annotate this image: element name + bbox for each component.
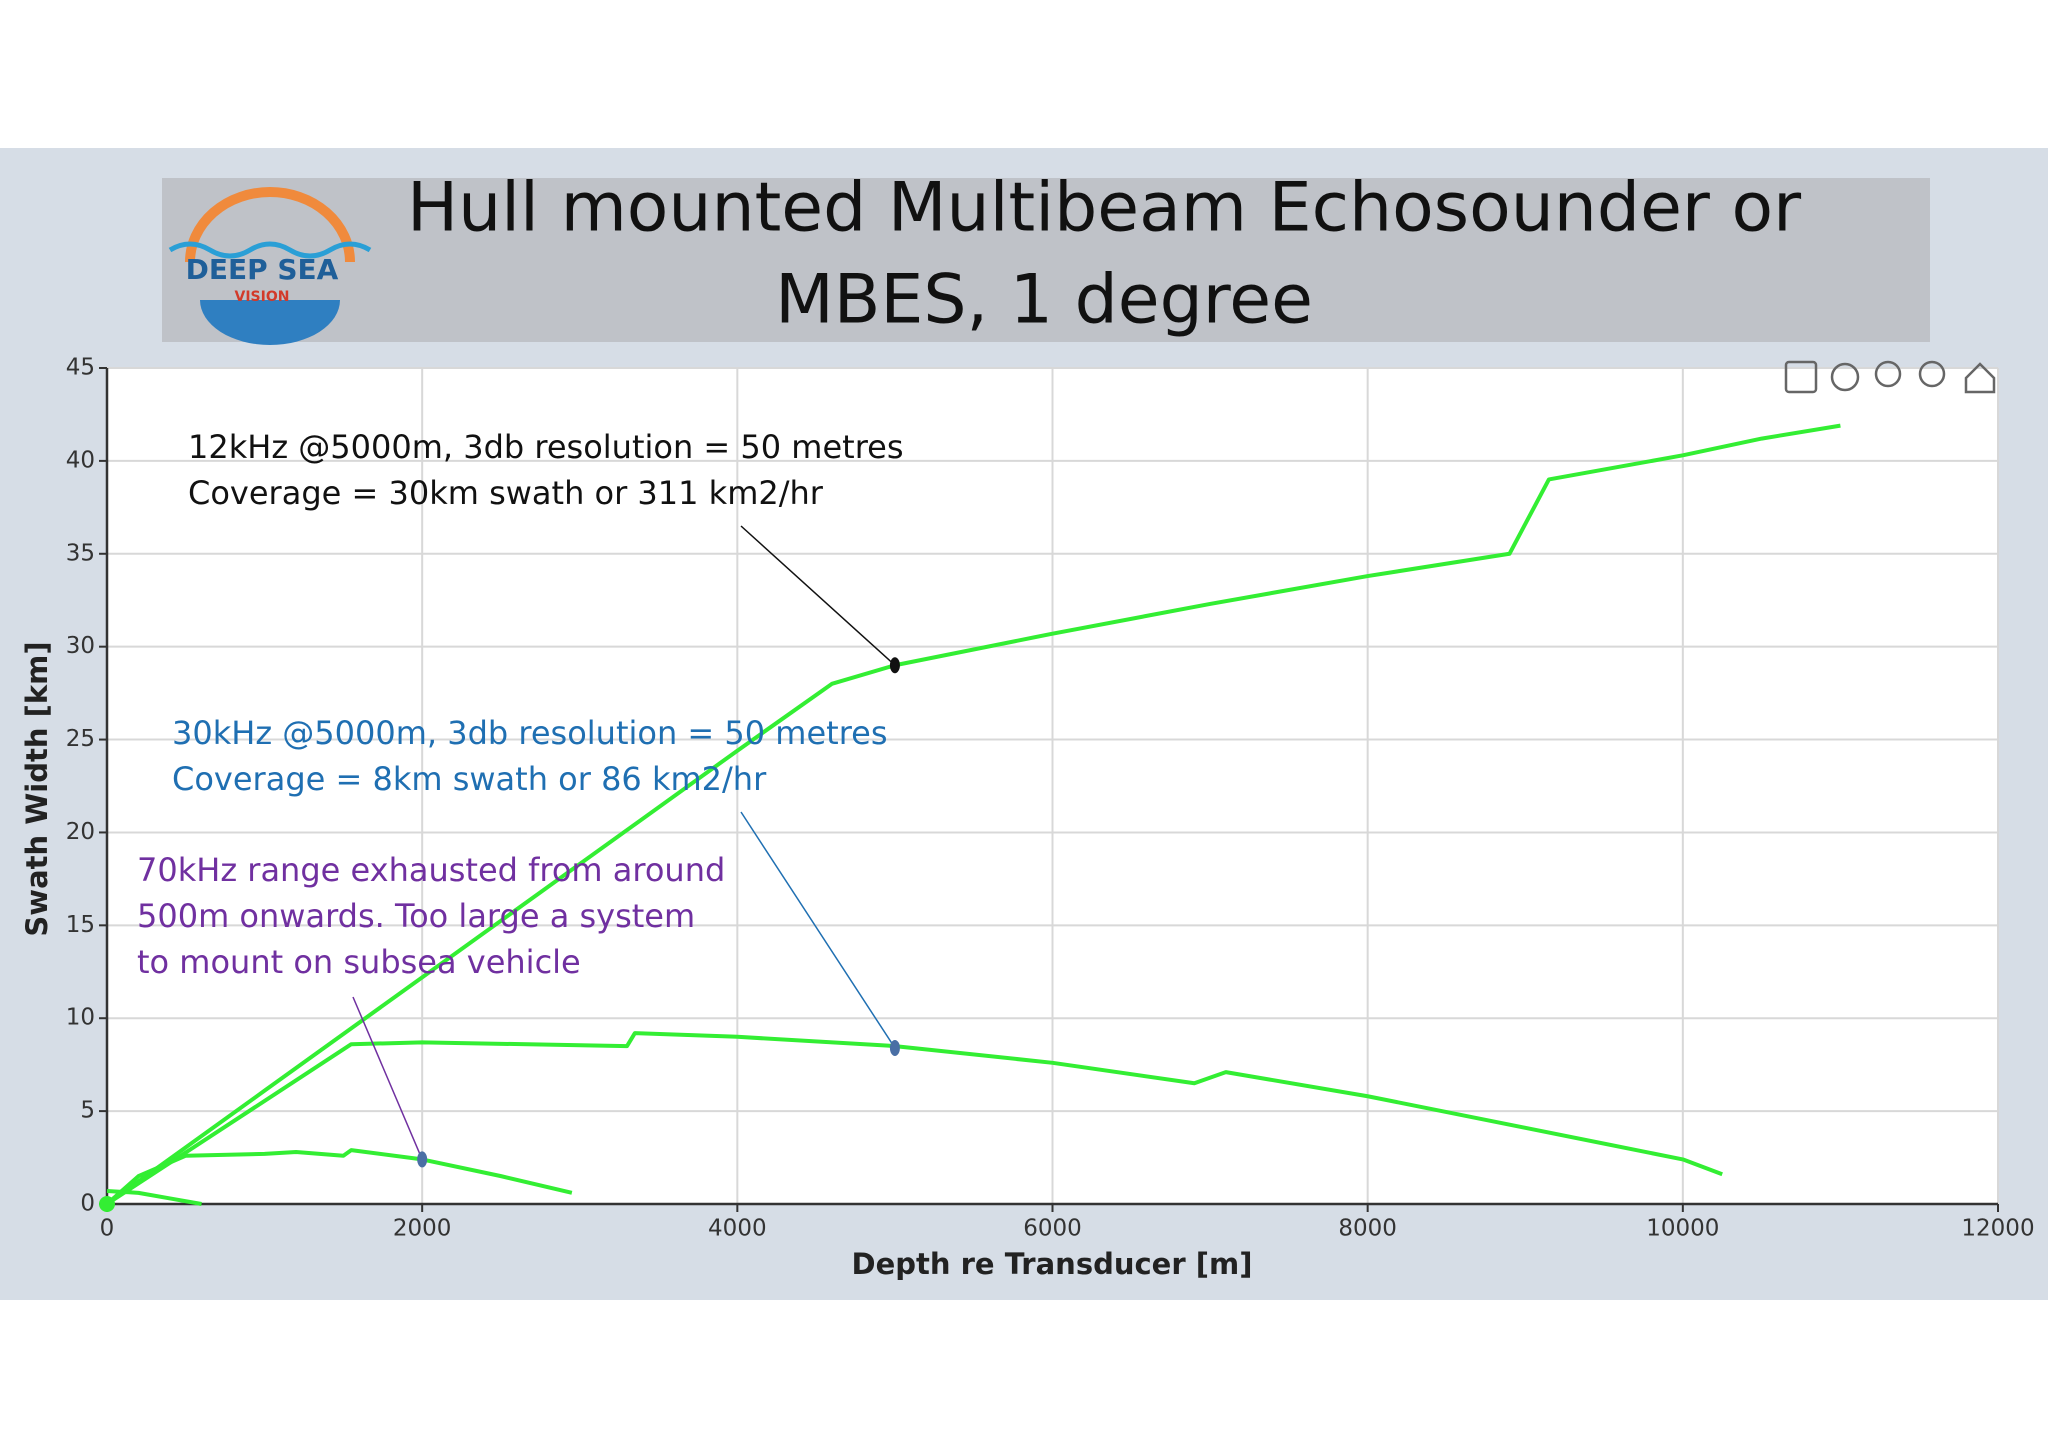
logo-subtext: VISION (235, 289, 290, 305)
y-tick-label: 40 (66, 447, 95, 473)
tool-pan[interactable] (1830, 362, 1860, 392)
annotation-text: 70kHz range exhausted from around (137, 851, 725, 889)
annotations: 12kHz @5000m, 3db resolution = 50 metres… (137, 428, 904, 1168)
annotation-marker (889, 1039, 900, 1056)
annotation-text: 30kHz @5000m, 3db resolution = 50 metres (172, 714, 888, 752)
series-line (106, 1189, 202, 1206)
x-tick-label: 4000 (708, 1216, 767, 1242)
logo-text: DEEP SEA (186, 253, 339, 286)
x-tick-label: 8000 (1338, 1216, 1397, 1242)
x-tick-label: 12000 (1961, 1216, 2034, 1242)
x-axis-label: Depth re Transducer [m] (852, 1247, 1253, 1281)
series-line (105, 1148, 573, 1206)
logo-wave (168, 241, 372, 259)
tool-home[interactable] (1964, 362, 1996, 394)
y-tick-label: 0 (80, 1191, 95, 1217)
annotation-pointer (740, 811, 896, 1049)
y-tick-label: 30 (66, 633, 95, 659)
x-tick-label: 6000 (1023, 1216, 1082, 1242)
y-tick-label: 5 (80, 1098, 95, 1124)
x-tick-label: 2000 (393, 1216, 452, 1242)
title: MBES, 1 degree (775, 261, 1313, 340)
annotation-pointer (740, 525, 896, 666)
logo: DEEP SEA VISION (168, 187, 372, 345)
logo-arc (185, 187, 355, 263)
origin-dot (99, 1196, 115, 1212)
annotation-text: 500m onwards. Too large a system (137, 897, 695, 935)
annotation-text: Coverage = 8km swath or 86 km2/hr (172, 760, 767, 798)
series-line (105, 423, 1841, 1206)
annotation-marker (417, 1151, 428, 1168)
y-tick-label: 15 (66, 912, 95, 938)
annotation-pointer (352, 996, 423, 1160)
title-box (162, 178, 1930, 342)
y-tick-label: 45 (66, 355, 95, 381)
y-tick-label: 25 (66, 726, 95, 752)
lines (99, 423, 1841, 1212)
y-tick-label: 20 (66, 819, 95, 845)
annotation-text: to mount on subsea vehicle (137, 943, 581, 981)
tool-zoom-in[interactable] (1874, 360, 1902, 388)
annotation-text: 12kHz @5000m, 3db resolution = 50 metres (188, 428, 904, 466)
logo-bowl (200, 300, 340, 345)
y-axis-label: Swath Width [km] (20, 641, 54, 936)
grid: 0 5 10 15 20 25 30 35 40 45 0 2000 4000 6000 8000 10000… (66, 355, 2035, 1242)
x-tick-label: 0 (100, 1216, 115, 1242)
series-line (105, 1031, 1723, 1206)
y-tick-label: 35 (66, 540, 95, 566)
y-tick-label: 10 (66, 1005, 95, 1031)
tool-export[interactable] (1784, 360, 1818, 394)
annotation-text: Coverage = 30km swath or 311 km2/hr (188, 474, 824, 512)
title: Hull mounted Multibeam Echosounder or (407, 169, 1801, 248)
toolbar[interactable] (1784, 360, 1996, 394)
annotation-marker (889, 657, 900, 674)
x-tick-label: 10000 (1646, 1216, 1719, 1242)
tool-zoom-out[interactable] (1918, 360, 1946, 388)
